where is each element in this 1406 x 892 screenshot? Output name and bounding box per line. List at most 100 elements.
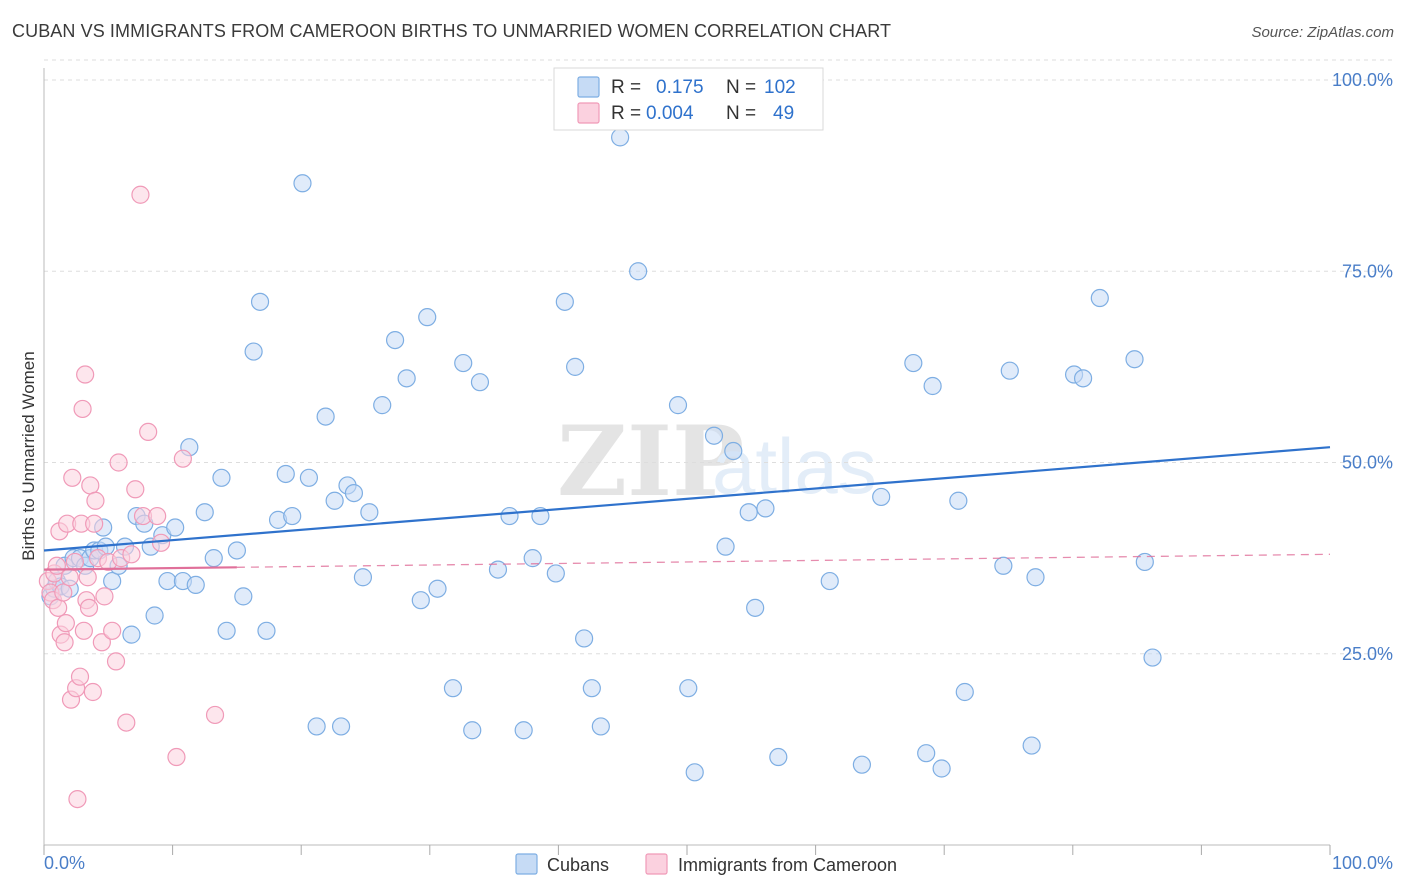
cuban-point [103,571,122,591]
cameroon-point [55,633,74,652]
cuban-point [1135,552,1154,572]
cuban-point [186,575,205,595]
cameroon-point [76,365,95,384]
cuban-point [244,342,263,361]
cuban-point [470,373,490,392]
chart-title: CUBAN VS IMMIGRANTS FROM CAMEROON BIRTHS… [12,21,892,41]
cuban-point [212,468,231,487]
cuban-point [1143,648,1162,667]
cuban-point [716,537,735,556]
legend-r-label-2: R = [611,103,641,124]
trend-lines [43,446,1331,571]
trend-line-cameroon-dashed [236,553,1331,568]
cuban-point [949,491,968,510]
cuban-point [428,579,447,598]
cuban-point [566,357,585,376]
cuban-point [283,506,302,526]
cuban-point [325,491,344,510]
cuban-point [1073,369,1093,388]
cuban-point [299,468,319,487]
cuban-point [331,717,351,736]
cuban-point [166,518,185,537]
cuban-point [575,629,594,648]
cuban-point [227,541,246,560]
cuban-point [293,174,312,193]
cuban-point [932,759,951,778]
cameroon-point [70,667,90,686]
cameroon-point [148,506,167,526]
bottom-legend-label-cubans: Cubans [547,855,609,875]
legend-n-label-2: N = [726,103,756,124]
cuban-point [679,679,698,698]
cuban-point [360,503,379,522]
cuban-point [917,744,936,763]
y-axis-title: Births to Unmarried Women [19,351,38,560]
watermark-atlas: atlas [712,422,877,510]
y-tick-label: 25.0% [1342,644,1393,664]
cameroon-point [95,587,114,606]
cuban-point [344,484,364,503]
cuban-point [411,591,430,610]
cuban-point [955,682,974,702]
cuban-point [611,128,630,147]
cameroon-point [85,514,104,533]
cuban-point [904,353,923,373]
cameroon-point [73,399,92,419]
cameroon-point [103,621,122,640]
cameroon-point [86,491,105,510]
cuban-point [463,721,482,740]
cuban-point [418,308,437,327]
legend-swatch-cameroon [577,102,600,124]
watermark-zip: ZIP [557,405,744,518]
cuban-point [1090,288,1109,308]
cameroon-point [126,480,145,499]
y-tick-labels: 25.0% 50.0% 75.0% 100.0% [1332,70,1393,664]
legend-n-value-1: 102 [764,77,796,98]
cuban-point [204,549,223,568]
cameroon-point [49,598,68,617]
cameroon-point [54,583,73,602]
legend-n-value-2: 49 [773,103,794,124]
cameroon-point [81,476,100,495]
cuban-point [307,717,326,736]
cameroon-point [139,422,158,441]
legend-r-value-1: 0.175 [656,77,704,98]
legend-n-label-1: N = [726,77,756,98]
cuban-point [276,464,295,484]
cuban-point [769,747,788,767]
y-tick-label: 75.0% [1342,261,1393,281]
cuban-point [316,407,335,426]
x-tick-label-min: 0.0% [44,853,85,873]
cameroon-point [167,747,186,767]
bottom-legend-swatch-cubans [515,853,538,875]
watermark: ZIP atlas [557,405,877,518]
cameroon-point [131,185,150,204]
cameroon-point [68,789,87,809]
cuban-point [234,587,253,606]
cuban-point [555,292,574,311]
cuban-point [923,376,942,396]
cameroon-point [83,682,102,702]
cameroon-point [106,652,126,671]
cuban-point [704,426,724,445]
trend-line-cameroon-solid [43,566,237,571]
cuban-point [756,499,775,518]
cameroon-point [79,598,99,617]
bottom-legend: Cubans Immigrants from Cameroon [515,853,897,875]
cameroon-point [74,621,93,640]
cuban-point [668,396,688,415]
cuban-point [629,262,648,281]
cuban-point [872,487,891,507]
cuban-point [1026,568,1045,587]
cameroon-point [65,552,84,572]
legend-r-label-1: R = [611,77,641,98]
cuban-point [1000,361,1019,380]
cuban-point [195,503,214,522]
cameroon-point [122,545,141,564]
trend-line-cubans [43,446,1331,552]
cuban-point [217,621,236,640]
cuban-point [994,556,1013,575]
cameroon-point [63,468,82,487]
cuban-point [514,721,533,740]
